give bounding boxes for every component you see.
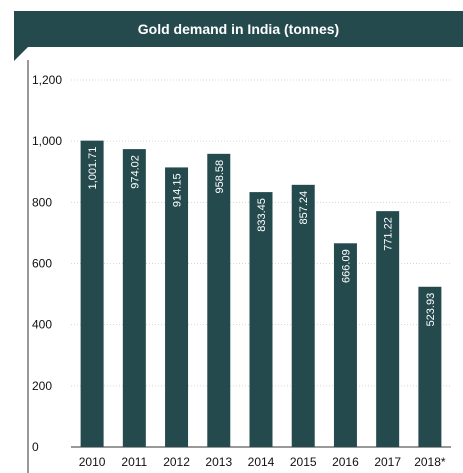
bar: [165, 167, 189, 447]
bar: [333, 243, 357, 447]
data-label: 914.15: [172, 173, 184, 207]
y-tick-label: 200: [32, 379, 52, 393]
bar: [291, 184, 315, 447]
bar: [376, 211, 400, 447]
x-tick-label: 2012: [163, 455, 190, 469]
x-tick-label: 2013: [205, 455, 232, 469]
x-tick-label: 2010: [79, 455, 106, 469]
data-label: 771.22: [383, 217, 395, 251]
data-label: 523.93: [425, 293, 437, 327]
x-tick-label: 2014: [248, 455, 275, 469]
data-label: 958.58: [214, 160, 226, 194]
x-tick-label: 2015: [290, 455, 317, 469]
bar: [80, 140, 104, 448]
bar: [418, 286, 442, 447]
data-label: 857.24: [298, 191, 310, 225]
title-banner-tab: [14, 47, 28, 61]
data-label: 974.02: [129, 155, 141, 189]
x-tick-label: 2018*: [414, 455, 446, 469]
y-tick-label: 800: [32, 195, 52, 209]
data-label: 666.09: [340, 249, 352, 283]
x-tick-label: 2017: [374, 455, 401, 469]
bar: [207, 153, 231, 447]
data-label: 1,001.71: [87, 147, 99, 190]
bar: [122, 149, 146, 447]
y-tick-label: 0: [32, 440, 39, 454]
y-tick-label: 400: [32, 318, 52, 332]
y-tick-label: 1,200: [32, 73, 62, 87]
data-label: 833.45: [256, 198, 268, 232]
bar: [249, 192, 273, 447]
chart-title: Gold demand in India (tonnes): [137, 21, 340, 37]
x-tick-label: 2016: [332, 455, 359, 469]
title-banner: [14, 11, 463, 47]
x-tick-label: 2011: [121, 455, 147, 469]
y-tick-label: 600: [32, 257, 52, 271]
y-tick-label: 1,000: [32, 134, 62, 148]
